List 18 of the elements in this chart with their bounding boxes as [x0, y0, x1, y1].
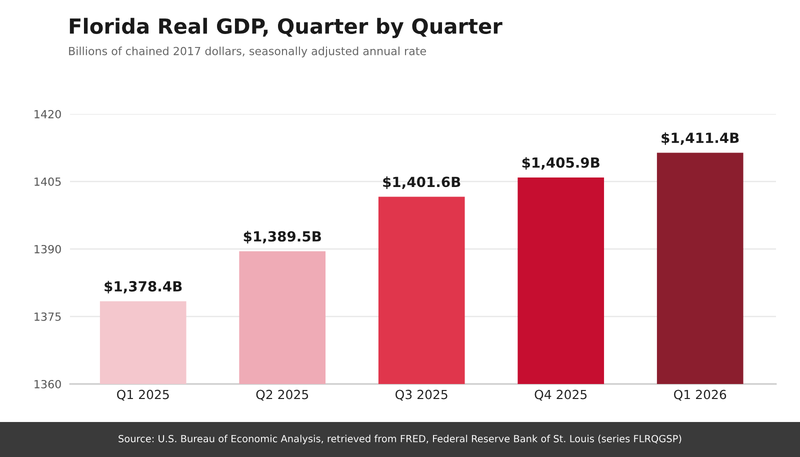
- data-label: $1,411.4B: [662, 132, 739, 145]
- y-tick-label: 1420: [34, 110, 61, 118]
- y-tick-label: 1390: [34, 244, 61, 254]
- x-tick-label: Q2 2025: [256, 390, 308, 401]
- data-label: $1,405.9B: [522, 157, 600, 170]
- x-tick-label: Q1 2026: [674, 390, 726, 401]
- x-tick-label: Q4 2025: [534, 390, 587, 401]
- data-label: $1,401.6B: [383, 176, 460, 190]
- chart-title: Florida Real GDP, Quarter by Quarter: [70, 18, 502, 38]
- chart-subtitle: Billions of chained 2017 dollars, seasonally adjusted annual rate: [69, 46, 426, 58]
- x-tick-label: Q1 2025: [117, 390, 169, 401]
- y-tick-label: 1375: [34, 312, 61, 321]
- source-note: Source: U.S. Bureau of Economic Analysis, retrieved from FRED, Federal Reserve Bank of St. Louis (series FLRQGSP): [118, 434, 682, 444]
- y-tick-label: 1405: [34, 177, 61, 186]
- data-label: $1,389.5B: [244, 230, 321, 244]
- data-label: $1,378.4B: [104, 280, 182, 294]
- y-tick-label: 1360: [34, 380, 61, 388]
- x-tick-label: Q3 2025: [396, 390, 448, 401]
